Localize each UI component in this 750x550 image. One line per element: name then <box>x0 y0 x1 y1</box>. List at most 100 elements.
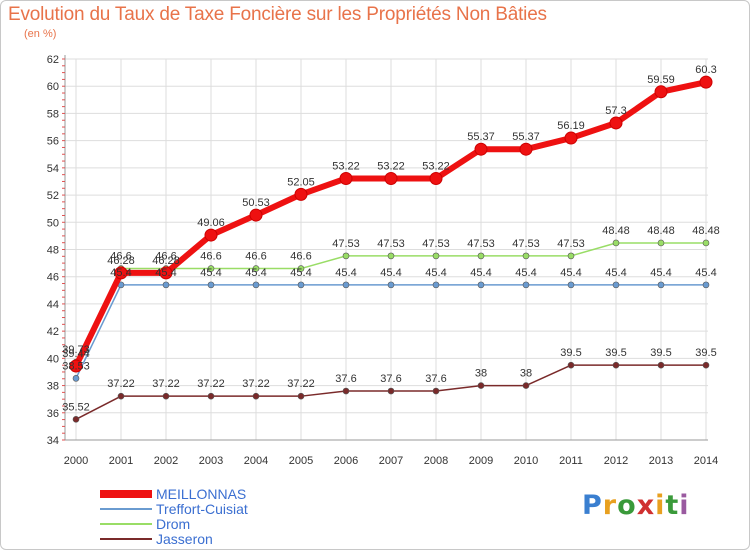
x-tick-label: 2010 <box>514 455 538 467</box>
data-label: 55.37 <box>467 131 495 143</box>
data-point <box>702 281 710 289</box>
x-tick-label: 2002 <box>154 455 178 467</box>
data-label: 39.73 <box>62 344 90 356</box>
data-label: 39.44 <box>62 348 90 360</box>
data-label: 37.22 <box>287 378 315 390</box>
data-label: 46.6 <box>200 251 221 263</box>
data-point <box>117 392 125 400</box>
x-tick-label: 2005 <box>289 455 313 467</box>
data-point <box>477 382 485 389</box>
data-label: 37.6 <box>335 373 356 385</box>
data-label: 45.4 <box>425 267 446 279</box>
data-label: 50.53 <box>242 197 270 209</box>
data-label: 45.4 <box>515 267 536 279</box>
data-label: 59.59 <box>647 74 675 86</box>
data-point <box>69 359 83 373</box>
data-label: 45.4 <box>335 267 356 279</box>
data-label: 38 <box>520 368 532 380</box>
data-label: 45.4 <box>380 267 401 279</box>
unit-label: (en %) <box>24 28 57 40</box>
data-label: 60.3 <box>695 64 716 76</box>
data-point <box>114 266 128 280</box>
data-label: 46.6 <box>155 251 176 263</box>
legend-label: Treffort-Cuisiat <box>156 501 248 517</box>
data-label: 45.4 <box>470 267 491 279</box>
data-point <box>204 228 218 242</box>
data-label: 45.4 <box>245 267 266 279</box>
y-tick-label: 34 <box>47 435 59 447</box>
data-label: 48.48 <box>602 225 630 237</box>
y-tick-label: 48 <box>47 245 59 257</box>
data-label: 46.6 <box>290 251 311 263</box>
y-tick-label: 62 <box>47 54 59 66</box>
x-tick-label: 2014 <box>694 455 718 467</box>
data-point <box>474 142 488 156</box>
data-point <box>522 281 530 289</box>
data-point <box>477 281 485 289</box>
data-point <box>429 171 443 185</box>
data-label: 39.5 <box>650 347 671 359</box>
x-tick-label: 2007 <box>379 455 403 467</box>
data-point <box>657 239 665 247</box>
logo-letter: i <box>655 490 666 521</box>
x-tick-label: 2009 <box>469 455 493 467</box>
data-point <box>252 392 260 400</box>
data-label: 37.6 <box>425 373 446 385</box>
x-tick-label: 2000 <box>64 455 88 467</box>
x-tick-label: 2004 <box>244 455 268 467</box>
legend-label: MEILLONNAS <box>156 486 246 502</box>
data-point <box>432 281 440 289</box>
y-tick-label: 38 <box>47 381 59 393</box>
logo-letter: r <box>602 490 618 521</box>
data-point <box>612 239 620 247</box>
data-label: 37.6 <box>380 373 401 385</box>
x-tick-label: 2008 <box>424 455 448 467</box>
logo-letter: t <box>665 490 680 521</box>
data-label: 37.22 <box>197 378 225 390</box>
data-point <box>432 387 440 395</box>
data-label: 53.22 <box>377 160 405 172</box>
data-point <box>342 252 350 260</box>
y-tick-label: 52 <box>47 190 59 202</box>
y-tick-label: 56 <box>47 136 59 148</box>
data-point <box>657 361 665 369</box>
x-tick-label: 2011 <box>559 455 583 467</box>
x-tick-label: 2006 <box>334 455 358 467</box>
data-point <box>387 387 395 395</box>
y-tick-label: 58 <box>47 108 59 120</box>
data-label: 57.3 <box>605 105 626 117</box>
data-label: 47.53 <box>512 238 540 250</box>
logo-letter: x <box>636 490 656 521</box>
data-point <box>384 171 398 185</box>
data-point <box>702 361 710 369</box>
data-label: 45.4 <box>650 267 671 279</box>
x-tick-label: 2003 <box>199 455 223 467</box>
data-label: 47.53 <box>467 238 495 250</box>
data-point <box>297 392 305 400</box>
data-point <box>522 252 530 260</box>
y-tick-label: 36 <box>47 408 59 420</box>
y-tick-label: 42 <box>47 326 59 338</box>
data-label: 46.28 <box>152 255 180 267</box>
data-point <box>294 187 308 201</box>
data-label: 47.53 <box>557 238 585 250</box>
data-label: 37.22 <box>242 378 270 390</box>
data-point <box>339 171 353 185</box>
x-tick-label: 2013 <box>649 455 673 467</box>
legend-label: Jasseron <box>156 531 213 547</box>
data-point <box>519 142 533 156</box>
data-label: 45.4 <box>200 267 221 279</box>
data-label: 45.4 <box>560 267 581 279</box>
data-point <box>159 266 173 280</box>
data-point <box>207 281 215 289</box>
y-tick-label: 46 <box>47 272 59 284</box>
data-label: 45.4 <box>605 267 626 279</box>
data-point <box>252 265 260 272</box>
data-point <box>297 281 305 289</box>
data-point <box>702 239 710 247</box>
data-label: 38.53 <box>62 360 90 372</box>
data-point <box>657 281 665 289</box>
data-point <box>699 75 713 89</box>
data-point <box>564 131 578 145</box>
